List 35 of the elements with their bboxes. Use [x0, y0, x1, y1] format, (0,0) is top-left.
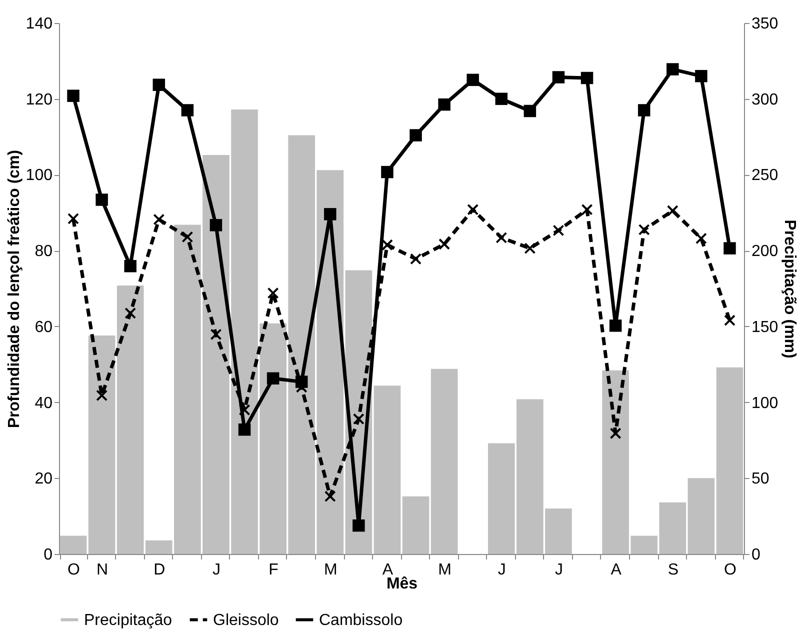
y2-axis-title: Precipitação (mm) — [781, 220, 798, 358]
x-tick-label: J — [498, 562, 506, 578]
y-tick-label: 20 — [34, 470, 53, 488]
legend-label: Cambissolo — [319, 612, 403, 629]
x-tick-label: S — [668, 562, 678, 578]
y2-tick-label: 50 — [752, 470, 770, 488]
x-tick-label: J — [212, 562, 220, 578]
y-tick-label: 40 — [34, 394, 53, 412]
legend-label: Precipitação — [84, 612, 172, 629]
x-tick-label: N — [96, 562, 108, 578]
y-tick-label: 120 — [26, 91, 53, 108]
y2-tick-label: 250 — [752, 167, 778, 184]
x-tick-label: O — [724, 562, 736, 578]
x-tick-label: J — [554, 562, 563, 578]
x-tick-label: M — [324, 562, 338, 578]
x-tick-label: A — [610, 562, 622, 578]
y2-tick-label: 0 — [752, 546, 760, 564]
y2-tick-label: 350 — [752, 16, 778, 32]
y-axis-title: Profundidade do lençol freático (cm) — [6, 150, 23, 428]
y-tick-label: 80 — [34, 243, 53, 260]
y-tick-label: 100 — [26, 167, 53, 184]
y2-tick-label: 200 — [752, 243, 778, 260]
y2-tick-label: 150 — [752, 318, 778, 336]
y-tick-label: 0 — [44, 546, 53, 564]
x-axis-title: Mês — [386, 576, 418, 592]
y-tick-label: 140 — [26, 16, 53, 32]
y-tick-label: 60 — [34, 318, 53, 336]
x-tick-label: M — [438, 562, 452, 578]
x-tick-label: A — [382, 562, 394, 578]
x-tick-label: D — [154, 562, 166, 578]
legend-label: Gleissolo — [213, 612, 279, 629]
y2-tick-label: 300 — [752, 91, 778, 108]
y2-tick-label: 100 — [752, 394, 778, 412]
x-tick-label: O — [68, 562, 80, 578]
x-tick-label: F — [268, 562, 279, 578]
